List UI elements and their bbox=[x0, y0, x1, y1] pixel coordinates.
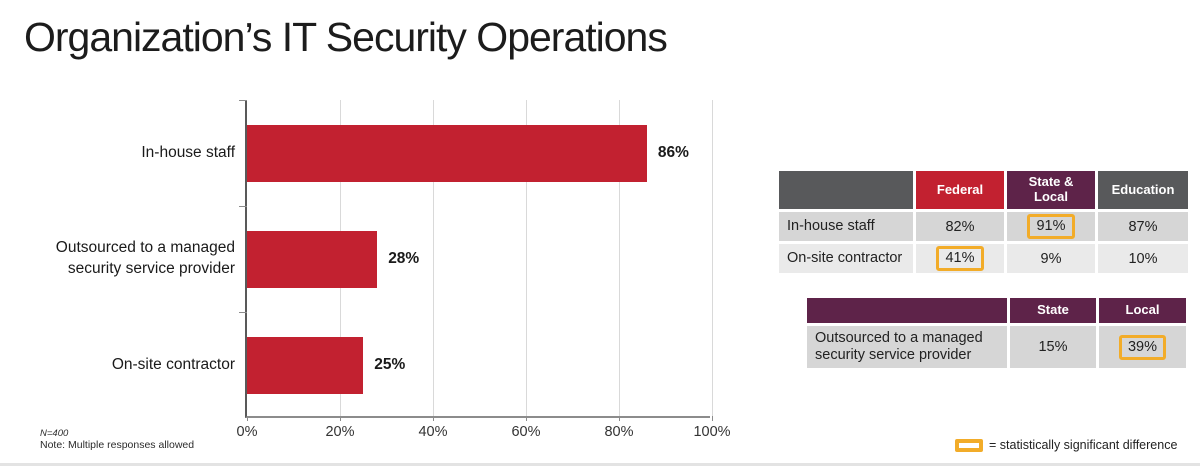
table-cell: 9% bbox=[1007, 244, 1095, 273]
significant-value: 91% bbox=[1027, 214, 1075, 239]
table-row: On-site contractor 41% 9% 10% bbox=[779, 244, 1188, 273]
table-cell: 91% bbox=[1007, 212, 1095, 241]
table-row: In-house staff 82% 91% 87% bbox=[779, 212, 1188, 241]
table-header-row: State Local bbox=[807, 298, 1186, 323]
table-header-cell: Local bbox=[1099, 298, 1186, 323]
table-cell: 10% bbox=[1098, 244, 1188, 273]
sample-size-note: N=400 bbox=[40, 428, 69, 439]
significant-value: 39% bbox=[1118, 334, 1167, 360]
slide-title: Organization’s IT Security Operations bbox=[24, 14, 668, 60]
table-header-cell: State bbox=[1010, 298, 1096, 323]
bar-value-label: 86% bbox=[657, 144, 689, 161]
category-label: On-site contractor bbox=[111, 355, 235, 373]
table-cell: 15% bbox=[1010, 326, 1096, 368]
x-tick-label: 20% bbox=[325, 424, 355, 440]
table-header-row: Federal State & Local Education bbox=[779, 171, 1188, 209]
x-tick-label: 60% bbox=[511, 424, 541, 440]
x-tick-mark bbox=[340, 416, 341, 421]
table-row: Outsourced to a managed security service… bbox=[807, 326, 1186, 368]
table-cell: 87% bbox=[1098, 212, 1188, 241]
bar bbox=[247, 336, 364, 394]
bar bbox=[247, 124, 647, 182]
table-cell: 41% bbox=[916, 244, 1004, 273]
table-header-cell: Federal bbox=[916, 171, 1004, 209]
category-label: Outsourced to a managed security service… bbox=[55, 239, 235, 277]
bar-chart-plot: 0% 20% 40% 60% 80% 100% In-house staff 86% Outso… bbox=[56, 100, 731, 440]
table-cell: 82% bbox=[916, 212, 1004, 241]
table-header-cell bbox=[807, 298, 1007, 323]
table-cell: 39% bbox=[1099, 326, 1186, 368]
table-row-label: In-house staff bbox=[779, 212, 913, 241]
bar-value-label: 28% bbox=[388, 250, 420, 267]
x-tick-mark bbox=[247, 416, 248, 421]
bar bbox=[247, 230, 378, 288]
gridline bbox=[712, 100, 713, 416]
footnotes: N=400 Note: Multiple responses allowed bbox=[40, 428, 194, 451]
bottom-edge-strip bbox=[0, 463, 1200, 466]
y-tick-mark bbox=[239, 312, 247, 313]
table-row-label: On-site contractor bbox=[779, 244, 913, 273]
table-header-cell: Education bbox=[1098, 171, 1188, 209]
segment-comparison-table: Federal State & Local Education In-house st… bbox=[776, 168, 1191, 276]
x-tick-label: 40% bbox=[418, 424, 448, 440]
bar-value-label: 25% bbox=[374, 356, 406, 373]
x-tick-label: 0% bbox=[236, 424, 258, 440]
gridline bbox=[526, 100, 527, 416]
significance-box-icon bbox=[955, 438, 983, 452]
significant-value: 41% bbox=[936, 246, 984, 271]
x-tick-label: 80% bbox=[604, 424, 634, 440]
category-label: In-house staff bbox=[141, 143, 235, 161]
gridline bbox=[619, 100, 620, 416]
y-tick-mark bbox=[239, 206, 247, 207]
x-tick-mark bbox=[526, 416, 527, 421]
gridline bbox=[433, 100, 434, 416]
table-header-cell bbox=[779, 171, 913, 209]
y-tick-mark bbox=[239, 100, 247, 101]
x-tick-label: 100% bbox=[693, 424, 731, 440]
responses-note: Note: Multiple responses allowed bbox=[40, 439, 195, 451]
x-tick-mark bbox=[619, 416, 620, 421]
significance-legend: = statistically significant difference bbox=[955, 438, 1177, 452]
significance-legend-label: = statistically significant difference bbox=[989, 438, 1178, 452]
x-tick-mark bbox=[433, 416, 434, 421]
table-header-cell: State & Local bbox=[1007, 171, 1095, 209]
table-row-label: Outsourced to a managed security service… bbox=[807, 326, 1007, 368]
x-tick-mark bbox=[712, 416, 713, 421]
outsourced-comparison-table: State Local Outsourced to a managed securi… bbox=[804, 295, 1189, 371]
